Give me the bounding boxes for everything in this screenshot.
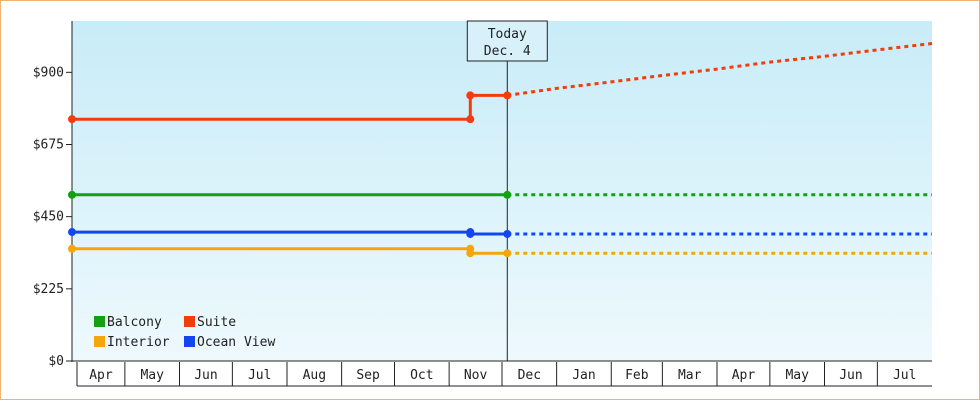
series-ocean-view-point[interactable] — [466, 229, 475, 238]
x-tick-label: Oct — [410, 368, 433, 383]
y-tick-label: $0 — [48, 354, 64, 369]
legend-swatch-interior — [94, 336, 105, 347]
x-tick-label: Jul — [248, 368, 271, 383]
series-ocean-view-point[interactable] — [503, 229, 512, 238]
legend-swatch-balcony — [94, 316, 105, 327]
x-tick-label: Jul — [893, 368, 916, 383]
x-tick-label: Nov — [464, 368, 488, 383]
x-tick-label: Mar — [678, 368, 702, 383]
x-tick-label: Jun — [839, 368, 862, 383]
series-interior-point[interactable] — [503, 249, 512, 258]
x-tick-label: Feb — [625, 368, 649, 383]
y-tick-label: $225 — [33, 282, 64, 297]
series-balcony-point[interactable] — [68, 190, 76, 199]
series-suite-point[interactable] — [503, 91, 512, 100]
series-suite-point[interactable] — [68, 115, 76, 124]
series-suite-point[interactable] — [466, 115, 475, 124]
x-tick-label: Sep — [356, 368, 380, 383]
legend-label-ocean-view: Ocean View — [197, 335, 275, 350]
series-interior-point[interactable] — [68, 244, 76, 253]
legend-label-suite: Suite — [197, 315, 236, 330]
y-tick-label: $675 — [33, 137, 64, 152]
x-tick-label: Jan — [572, 368, 595, 383]
x-tick-label: Aug — [303, 368, 326, 383]
plot-area — [72, 21, 932, 361]
today-label: Today — [488, 27, 527, 42]
legend-swatch-ocean-view — [184, 336, 195, 347]
x-tick-label: Apr — [89, 368, 113, 383]
today-date-label: Dec. 4 — [484, 44, 531, 59]
y-tick-label: $450 — [33, 210, 64, 225]
x-tick-label: May — [140, 368, 164, 383]
x-tick-label: Apr — [732, 368, 756, 383]
series-balcony-point[interactable] — [503, 190, 512, 199]
legend-swatch-suite — [184, 316, 195, 327]
series-interior-point[interactable] — [466, 249, 475, 258]
x-tick-label: Dec — [518, 368, 541, 383]
today-label-box — [466, 20, 548, 62]
x-tick-label: May — [785, 368, 809, 383]
legend-label-interior: Interior — [107, 335, 170, 350]
series-ocean-view-point[interactable] — [68, 228, 76, 237]
y-tick-label: $900 — [33, 65, 64, 80]
x-tick-label: Jun — [194, 368, 217, 383]
series-suite-forecast-line — [507, 42, 933, 97]
series-suite-history-line — [72, 93, 508, 121]
legend-label-balcony: Balcony — [107, 315, 162, 330]
series-suite-point[interactable] — [466, 91, 475, 100]
